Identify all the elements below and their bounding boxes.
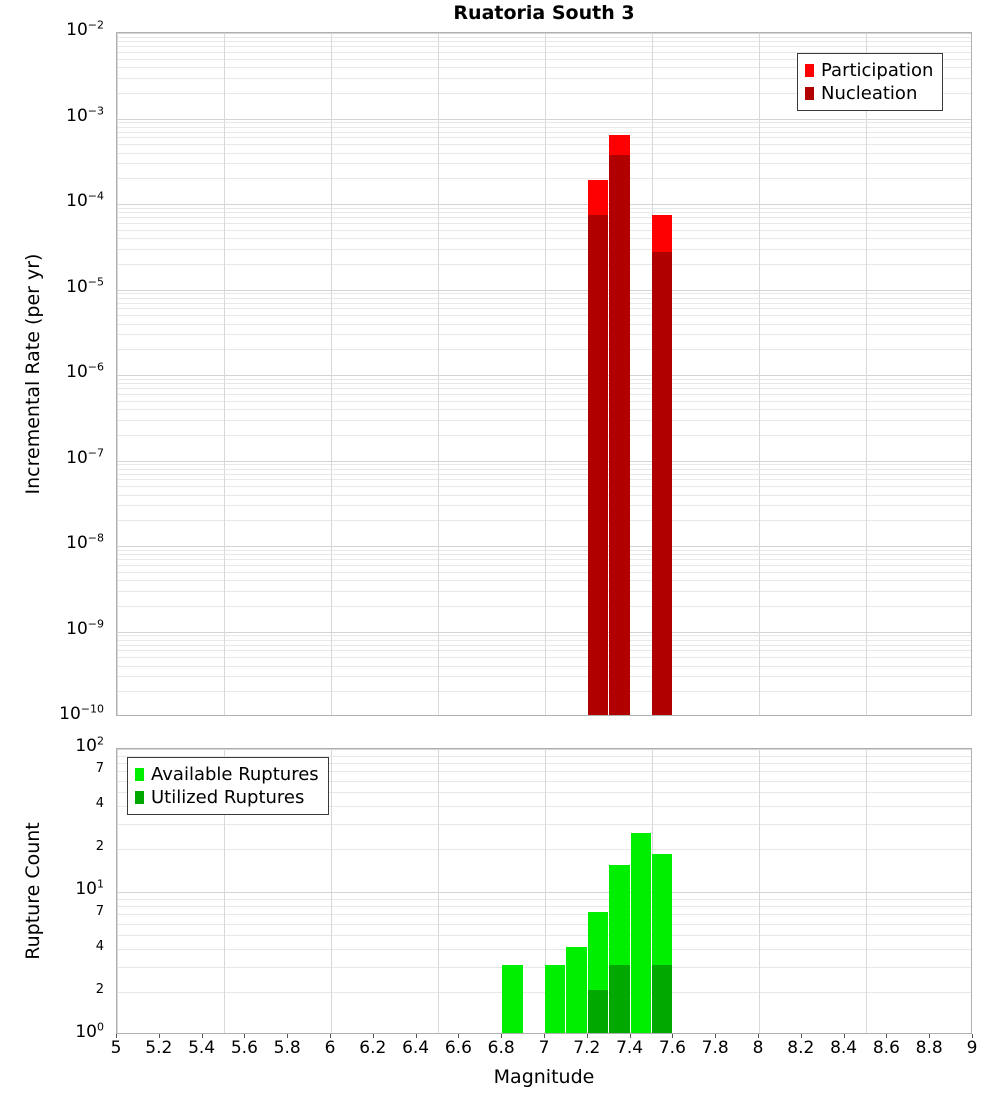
bars-top bbox=[117, 33, 971, 715]
bar bbox=[588, 215, 608, 715]
bar bbox=[588, 990, 608, 1033]
x-tick-label: 7 bbox=[539, 1038, 550, 1058]
y-tick-label-minor: 4 bbox=[96, 940, 112, 953]
y-tick-label: 100 bbox=[75, 1024, 112, 1041]
bar bbox=[502, 965, 522, 1033]
x-tick-label: 7.8 bbox=[702, 1038, 729, 1058]
x-tick-label: 6.6 bbox=[445, 1038, 472, 1058]
y-tick-label: 102 bbox=[75, 738, 112, 755]
y-tick-label: 10−7 bbox=[66, 450, 112, 467]
legend-swatch-utilized-ruptures bbox=[135, 791, 144, 804]
x-tick-label: 6.2 bbox=[359, 1038, 386, 1058]
x-tick-mark bbox=[801, 1034, 802, 1038]
y-tick-label-minor: 7 bbox=[96, 905, 112, 918]
bar bbox=[609, 155, 629, 715]
y-tick-label: 10−5 bbox=[66, 279, 112, 296]
x-tick-mark bbox=[202, 1034, 203, 1038]
y-tick-label: 10−6 bbox=[66, 364, 112, 381]
x-tick-mark bbox=[330, 1034, 331, 1038]
x-tick-label: 7.6 bbox=[659, 1038, 686, 1058]
x-tick-label: 8.8 bbox=[916, 1038, 943, 1058]
x-tick-mark bbox=[244, 1034, 245, 1038]
y-tick-label: 10−2 bbox=[66, 22, 112, 39]
bar bbox=[652, 252, 672, 715]
x-tick-label: 5.6 bbox=[231, 1038, 258, 1058]
x-tick-mark bbox=[287, 1034, 288, 1038]
y-tick-label-minor: 7 bbox=[96, 762, 112, 775]
x-tick-label: 6.8 bbox=[488, 1038, 515, 1058]
x-tick-mark bbox=[715, 1034, 716, 1038]
x-tick-label: 6 bbox=[325, 1038, 336, 1058]
legend-item[interactable]: Available Ruptures bbox=[135, 763, 319, 786]
legend-label: Nucleation bbox=[821, 85, 917, 103]
legend-swatch-available-ruptures bbox=[135, 768, 144, 781]
legend-swatch-nucleation bbox=[805, 87, 814, 100]
x-tick-mark bbox=[672, 1034, 673, 1038]
bar bbox=[652, 965, 672, 1033]
x-tick-mark bbox=[416, 1034, 417, 1038]
y-axis-label-top: Incremental Rate (per yr) bbox=[22, 254, 44, 495]
x-tick-mark bbox=[458, 1034, 459, 1038]
x-tick-label: 8 bbox=[753, 1038, 764, 1058]
y-axis-ticks-bottom: 102101100742742 bbox=[0, 748, 112, 1034]
figure: Ruatoria South 3 10−2 10−3 10−4 10−5 10−6 10−… bbox=[0, 0, 1000, 1100]
legend-label: Utilized Ruptures bbox=[151, 789, 304, 807]
legend-item[interactable]: Nucleation bbox=[805, 82, 933, 105]
legend-item[interactable]: Utilized Ruptures bbox=[135, 786, 319, 809]
legend-incremental-rate: Participation Nucleation bbox=[797, 53, 943, 111]
x-tick-label: 7.4 bbox=[616, 1038, 643, 1058]
x-tick-mark bbox=[587, 1034, 588, 1038]
x-tick-mark bbox=[159, 1034, 160, 1038]
x-tick-label: 8.6 bbox=[873, 1038, 900, 1058]
y-tick-label-minor: 2 bbox=[96, 983, 112, 996]
y-tick-label: 10−4 bbox=[66, 193, 112, 210]
x-tick-label: 5.2 bbox=[145, 1038, 172, 1058]
x-tick-mark bbox=[501, 1034, 502, 1038]
x-tick-mark bbox=[758, 1034, 759, 1038]
y-tick-label: 10−10 bbox=[59, 706, 112, 723]
x-tick-label: 7.2 bbox=[573, 1038, 600, 1058]
y-axis-label-bottom: Rupture Count bbox=[22, 822, 44, 960]
x-tick-label: 9 bbox=[967, 1038, 978, 1058]
incremental-rate-plot-area bbox=[116, 32, 972, 716]
x-tick-mark bbox=[844, 1034, 845, 1038]
x-tick-mark bbox=[929, 1034, 930, 1038]
legend-swatch-participation bbox=[805, 64, 814, 77]
x-tick-label: 5.4 bbox=[188, 1038, 215, 1058]
x-tick-label: 8.2 bbox=[787, 1038, 814, 1058]
legend-label: Available Ruptures bbox=[151, 766, 319, 784]
y-tick-label: 10−3 bbox=[66, 108, 112, 125]
x-tick-label: 5.8 bbox=[274, 1038, 301, 1058]
x-tick-label: 6.4 bbox=[402, 1038, 429, 1058]
legend-label: Participation bbox=[821, 62, 933, 80]
bar bbox=[631, 833, 651, 1033]
x-axis-label: Magnitude bbox=[116, 1066, 972, 1088]
legend-rupture-count: Available Ruptures Utilized Ruptures bbox=[127, 757, 329, 815]
bar bbox=[566, 947, 586, 1033]
y-tick-label-minor: 4 bbox=[96, 797, 112, 810]
x-tick-mark bbox=[373, 1034, 374, 1038]
x-tick-mark bbox=[886, 1034, 887, 1038]
x-tick-label: 8.4 bbox=[830, 1038, 857, 1058]
y-axis-ticks-top: 10−210−310−410−510−610−710−810−910−10 bbox=[0, 32, 112, 716]
page-title: Ruatoria South 3 bbox=[116, 2, 972, 24]
x-tick-mark bbox=[544, 1034, 545, 1038]
y-tick-label-minor: 2 bbox=[96, 840, 112, 853]
x-tick-mark bbox=[630, 1034, 631, 1038]
x-tick-label: 5 bbox=[111, 1038, 122, 1058]
y-tick-label: 101 bbox=[75, 881, 112, 898]
x-tick-mark bbox=[972, 1034, 973, 1038]
bar bbox=[545, 965, 565, 1033]
legend-item[interactable]: Participation bbox=[805, 59, 933, 82]
y-tick-label: 10−8 bbox=[66, 535, 112, 552]
y-tick-label: 10−9 bbox=[66, 621, 112, 638]
x-tick-mark bbox=[116, 1034, 117, 1038]
bar bbox=[609, 965, 629, 1033]
